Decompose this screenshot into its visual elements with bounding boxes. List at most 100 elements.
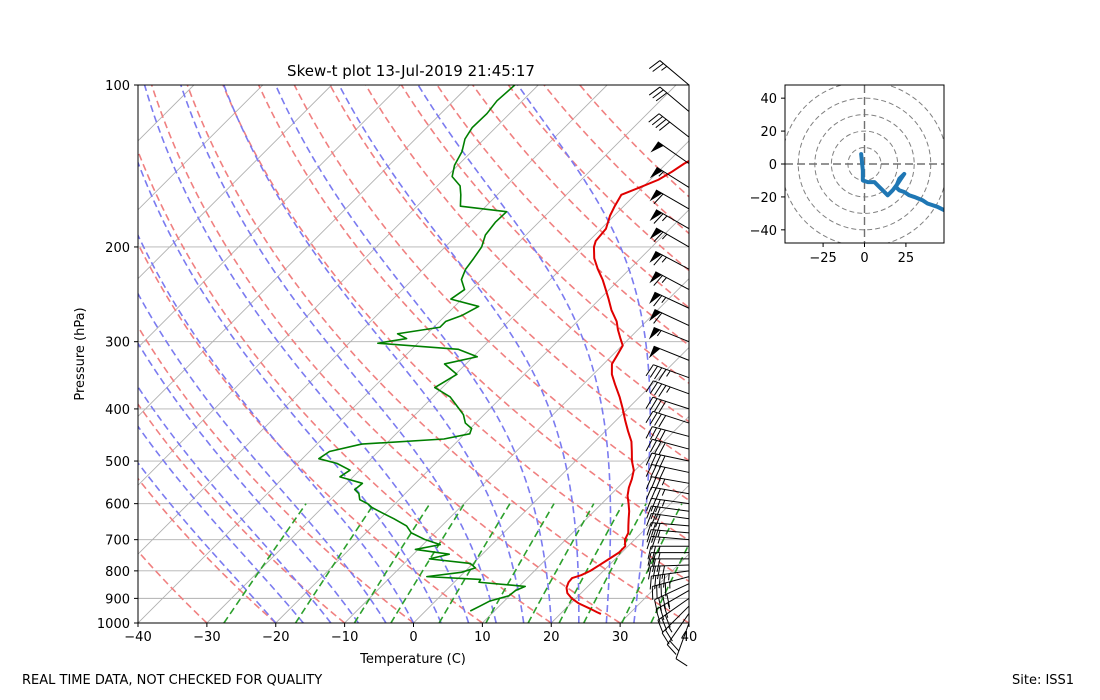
isotherm-line: [138, 85, 332, 280]
moist-adiabat-line: [517, 85, 652, 623]
wind-barb-flag: [658, 467, 666, 480]
wind-barb: [649, 250, 690, 270]
wind-barb-flag: [658, 455, 666, 469]
wind-barb-flag: [661, 632, 670, 645]
wind-barb-flag: [651, 529, 657, 543]
wind-barb: [647, 564, 690, 580]
moist-adiabat-line: [138, 461, 277, 623]
wind-barb-flag: [646, 505, 652, 519]
wind-barb-flag: [650, 453, 657, 467]
wind-barb-flag: [656, 558, 661, 572]
isotherm-line: [138, 85, 608, 555]
wind-barb: [650, 141, 690, 165]
wind-barb-flag: [645, 380, 654, 393]
dry-adiabat-line: [293, 85, 689, 502]
hodograph-y-tick-label: −40: [750, 224, 777, 239]
wind-barb-flag: [666, 644, 677, 655]
wind-barb: [648, 345, 690, 361]
mixing-ratio-line: [353, 503, 431, 623]
wind-barb-flag: [653, 231, 664, 243]
wind-barb-flag: [649, 427, 658, 440]
wind-barbs: [645, 60, 690, 667]
isotherm-line: [275, 209, 689, 623]
x-tick-label: −20: [262, 630, 289, 645]
wind-barb-staff: [651, 535, 690, 541]
moist-adiabat-line: [180, 85, 497, 623]
wind-barb-pennant: [649, 209, 663, 221]
moist-adiabat-line: [138, 385, 332, 623]
chart-title: Skew-t plot 13-Jul-2019 21:45:17: [287, 62, 535, 80]
hodograph-wind-trace: [859, 152, 944, 213]
wind-barb-staff: [653, 380, 690, 395]
wind-barb-staff: [655, 189, 690, 210]
wind-barb-flag: [654, 488, 661, 502]
wind-barb-staff: [655, 271, 690, 290]
x-tick-label: −10: [331, 630, 358, 645]
wind-barb-half-flag: [661, 277, 667, 283]
wind-barb: [649, 227, 690, 248]
wind-barb-staff: [661, 605, 690, 634]
wind-barb-half-flag: [661, 500, 666, 507]
wind-barb-flag: [654, 399, 662, 412]
wind-barb-flag: [653, 193, 664, 205]
mixing-ratio-line: [485, 503, 555, 623]
x-tick-label: 20: [543, 630, 560, 645]
wind-barb-flag: [645, 426, 653, 439]
wind-barb-flag: [648, 113, 660, 123]
wind-barb: [651, 576, 690, 600]
wind-barb-half-flag: [668, 573, 670, 581]
wind-barb-pennant: [648, 327, 661, 340]
wind-barb-flag: [653, 213, 664, 224]
isotherm-line: [138, 85, 539, 486]
wind-barb: [649, 309, 690, 327]
wind-barb-flag: [654, 413, 662, 426]
wind-barb-staff: [651, 497, 690, 505]
mixing-ratio-line: [223, 503, 307, 623]
wind-barb-staff: [651, 476, 690, 484]
wind-barb: [648, 113, 690, 138]
wind-barb-flag: [653, 295, 663, 307]
wind-barb-flag: [653, 275, 663, 286]
mixing-ratio-line: [438, 503, 511, 623]
wind-barb: [646, 535, 690, 550]
wind-barb-flag: [646, 536, 652, 550]
isotherm-line: [138, 85, 470, 418]
wind-barb-flag: [657, 619, 664, 633]
wind-barb: [645, 464, 690, 480]
wind-barb-flag: [650, 465, 657, 478]
wind-barb-flag: [645, 411, 654, 424]
wind-barb-staff: [652, 576, 690, 587]
wind-barb-flag: [646, 513, 652, 527]
wind-barb-flag: [652, 89, 664, 99]
wind-barb-flag: [646, 529, 652, 543]
wind-barb-flag: [648, 86, 661, 96]
wind-barb-staff: [651, 486, 690, 495]
wind-barb-staff: [675, 622, 690, 659]
wind-barb-staff: [652, 438, 690, 450]
wind-barb-staff: [654, 309, 690, 327]
wind-barb-half-flag: [668, 626, 673, 633]
x-tick-label: −30: [193, 630, 220, 645]
wind-barb-half-flag: [661, 489, 666, 496]
wind-barb-flag: [647, 546, 652, 560]
wind-barb-flag: [661, 617, 668, 631]
wind-barb-flag: [652, 552, 656, 566]
isotherm-line: [138, 85, 264, 211]
wind-barb-flag: [658, 385, 667, 397]
y-tick-label: 900: [105, 592, 130, 607]
y-tick-label: 300: [105, 336, 130, 351]
wind-barb-flag: [650, 477, 657, 490]
y-tick-label: 200: [105, 241, 130, 256]
wind-barb-flag: [655, 523, 661, 537]
dry-adiabat-line: [329, 85, 689, 462]
mixing-ratio-line: [527, 503, 595, 623]
skewt-plot-area: −40 −30 −20 −10 0 10 20 30 401002003004005006007…: [73, 62, 697, 667]
wind-barb-flag: [654, 575, 657, 589]
wind-barb-flag: [645, 464, 653, 477]
skewt-axis-ticks: −40 −30 −20 −10 0 10 20 30 401002003004005006007…: [97, 79, 697, 645]
mixing-ratio-line: [390, 503, 466, 623]
wind-barb: [645, 426, 690, 443]
wind-barb-pennant: [649, 292, 661, 304]
wind-barb-half-flag: [658, 546, 661, 553]
wind-barb-flag: [649, 440, 658, 453]
